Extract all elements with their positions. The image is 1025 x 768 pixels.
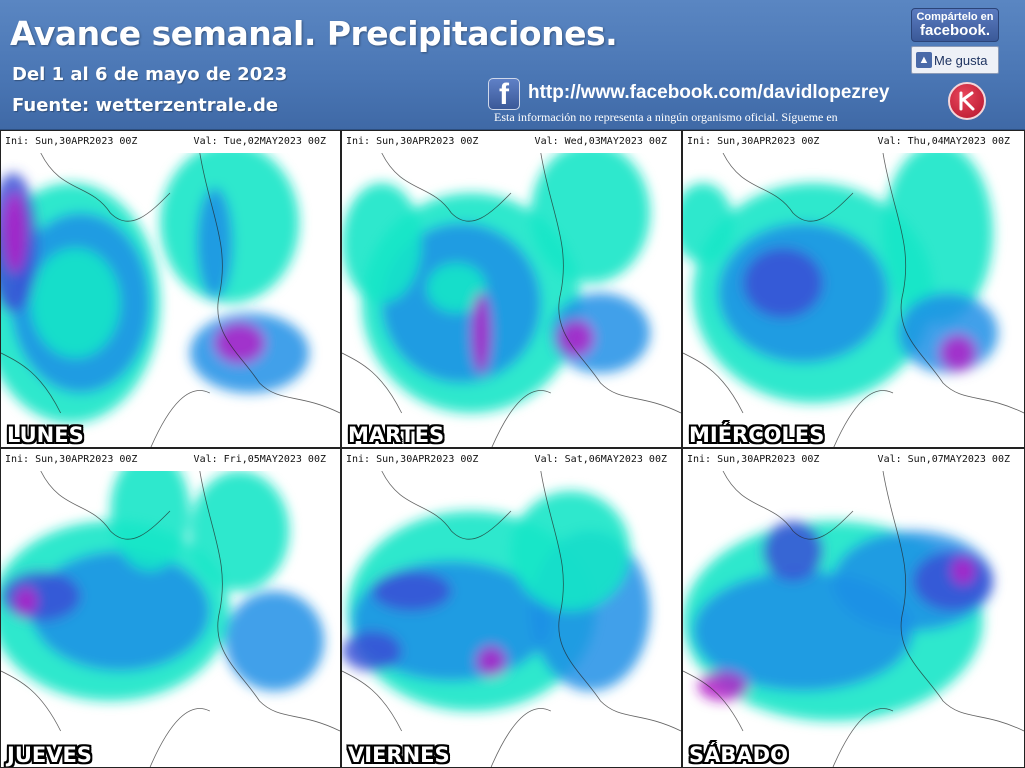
precipitation-field [342,153,681,447]
precipitation-map [1,471,340,767]
panel-header: Ini: Sun,30APR2023 00Z Val: Sun,07MAY202… [683,449,1024,471]
valid-time: Val: Wed,03MAY2023 00Z [534,136,667,147]
facebook-brand-label: facebook. [919,22,991,39]
like-label: Me gusta [934,53,988,68]
day-label: LUNES [7,423,84,447]
precipitation-field [683,153,1024,447]
panel-header: Ini: Sun,30APR2023 00Z Val: Thu,04MAY202… [683,131,1024,153]
init-time: Ini: Sun,30APR2023 00Z [5,136,138,147]
precipitation-field [342,471,681,767]
page-title: Avance semanal. Precipitaciones. [10,14,618,53]
map-panel-sabado: Ini: Sun,30APR2023 00Z Val: Sun,07MAY202… [682,448,1025,768]
init-time: Ini: Sun,30APR2023 00Z [687,136,820,147]
panel-header: Ini: Sun,30APR2023 00Z Val: Fri,05MAY202… [1,449,340,471]
day-label: JUEVES [7,743,92,767]
precipitation-map [342,471,681,767]
map-panel-jueves: Ini: Sun,30APR2023 00Z Val: Fri,05MAY202… [0,448,341,768]
data-source: Fuente: wetterzentrale.de [12,95,279,116]
author-logo-icon[interactable] [948,82,986,120]
panel-header: Ini: Sun,30APR2023 00Z Val: Wed,03MAY202… [342,131,681,153]
precipitation-field [1,471,340,767]
like-button[interactable]: ▲ Me gusta [911,46,999,74]
panel-header: Ini: Sun,30APR2023 00Z Val: Tue,02MAY202… [1,131,340,153]
facebook-share-button[interactable]: Compártelo en facebook. [911,8,999,42]
precipitation-field [1,153,340,447]
like-thumb-icon: ▲ [916,52,932,68]
init-time: Ini: Sun,30APR2023 00Z [5,454,138,465]
panel-header: Ini: Sun,30APR2023 00Z Val: Sat,06MAY202… [342,449,681,471]
day-label: MARTES [348,423,445,447]
valid-time: Val: Fri,05MAY2023 00Z [193,454,326,465]
valid-time: Val: Thu,04MAY2023 00Z [877,136,1010,147]
precipitation-field [683,471,1024,767]
day-label: SÁBADO [689,743,788,767]
valid-time: Val: Tue,02MAY2023 00Z [193,136,326,147]
map-panel-martes: Ini: Sun,30APR2023 00Z Val: Wed,03MAY202… [341,130,682,448]
day-label: VIERNES [348,743,450,767]
share-label: Compártelo en [916,11,994,23]
valid-time: Val: Sun,07MAY2023 00Z [877,454,1010,465]
facebook-icon[interactable]: f [488,78,520,111]
precipitation-map [683,153,1024,447]
precipitation-map [683,471,1024,767]
disclaimer-text: Esta información no representa a ningún … [494,110,838,124]
date-range: Del 1 al 6 de mayo de 2023 [12,64,288,85]
precipitation-map [342,153,681,447]
precipitation-map [1,153,340,447]
day-label: MIÉRCOLES [689,423,825,447]
init-time: Ini: Sun,30APR2023 00Z [346,454,479,465]
header-banner: Avance semanal. Precipitaciones. Del 1 a… [0,0,1025,130]
init-time: Ini: Sun,30APR2023 00Z [687,454,820,465]
map-panel-miercoles: Ini: Sun,30APR2023 00Z Val: Thu,04MAY202… [682,130,1025,448]
init-time: Ini: Sun,30APR2023 00Z [346,136,479,147]
valid-time: Val: Sat,06MAY2023 00Z [534,454,667,465]
map-panel-viernes: Ini: Sun,30APR2023 00Z Val: Sat,06MAY202… [341,448,682,768]
map-panel-lunes: Ini: Sun,30APR2023 00Z Val: Tue,02MAY202… [0,130,341,448]
facebook-link[interactable]: http://www.facebook.com/davidlopezrey [528,82,890,103]
